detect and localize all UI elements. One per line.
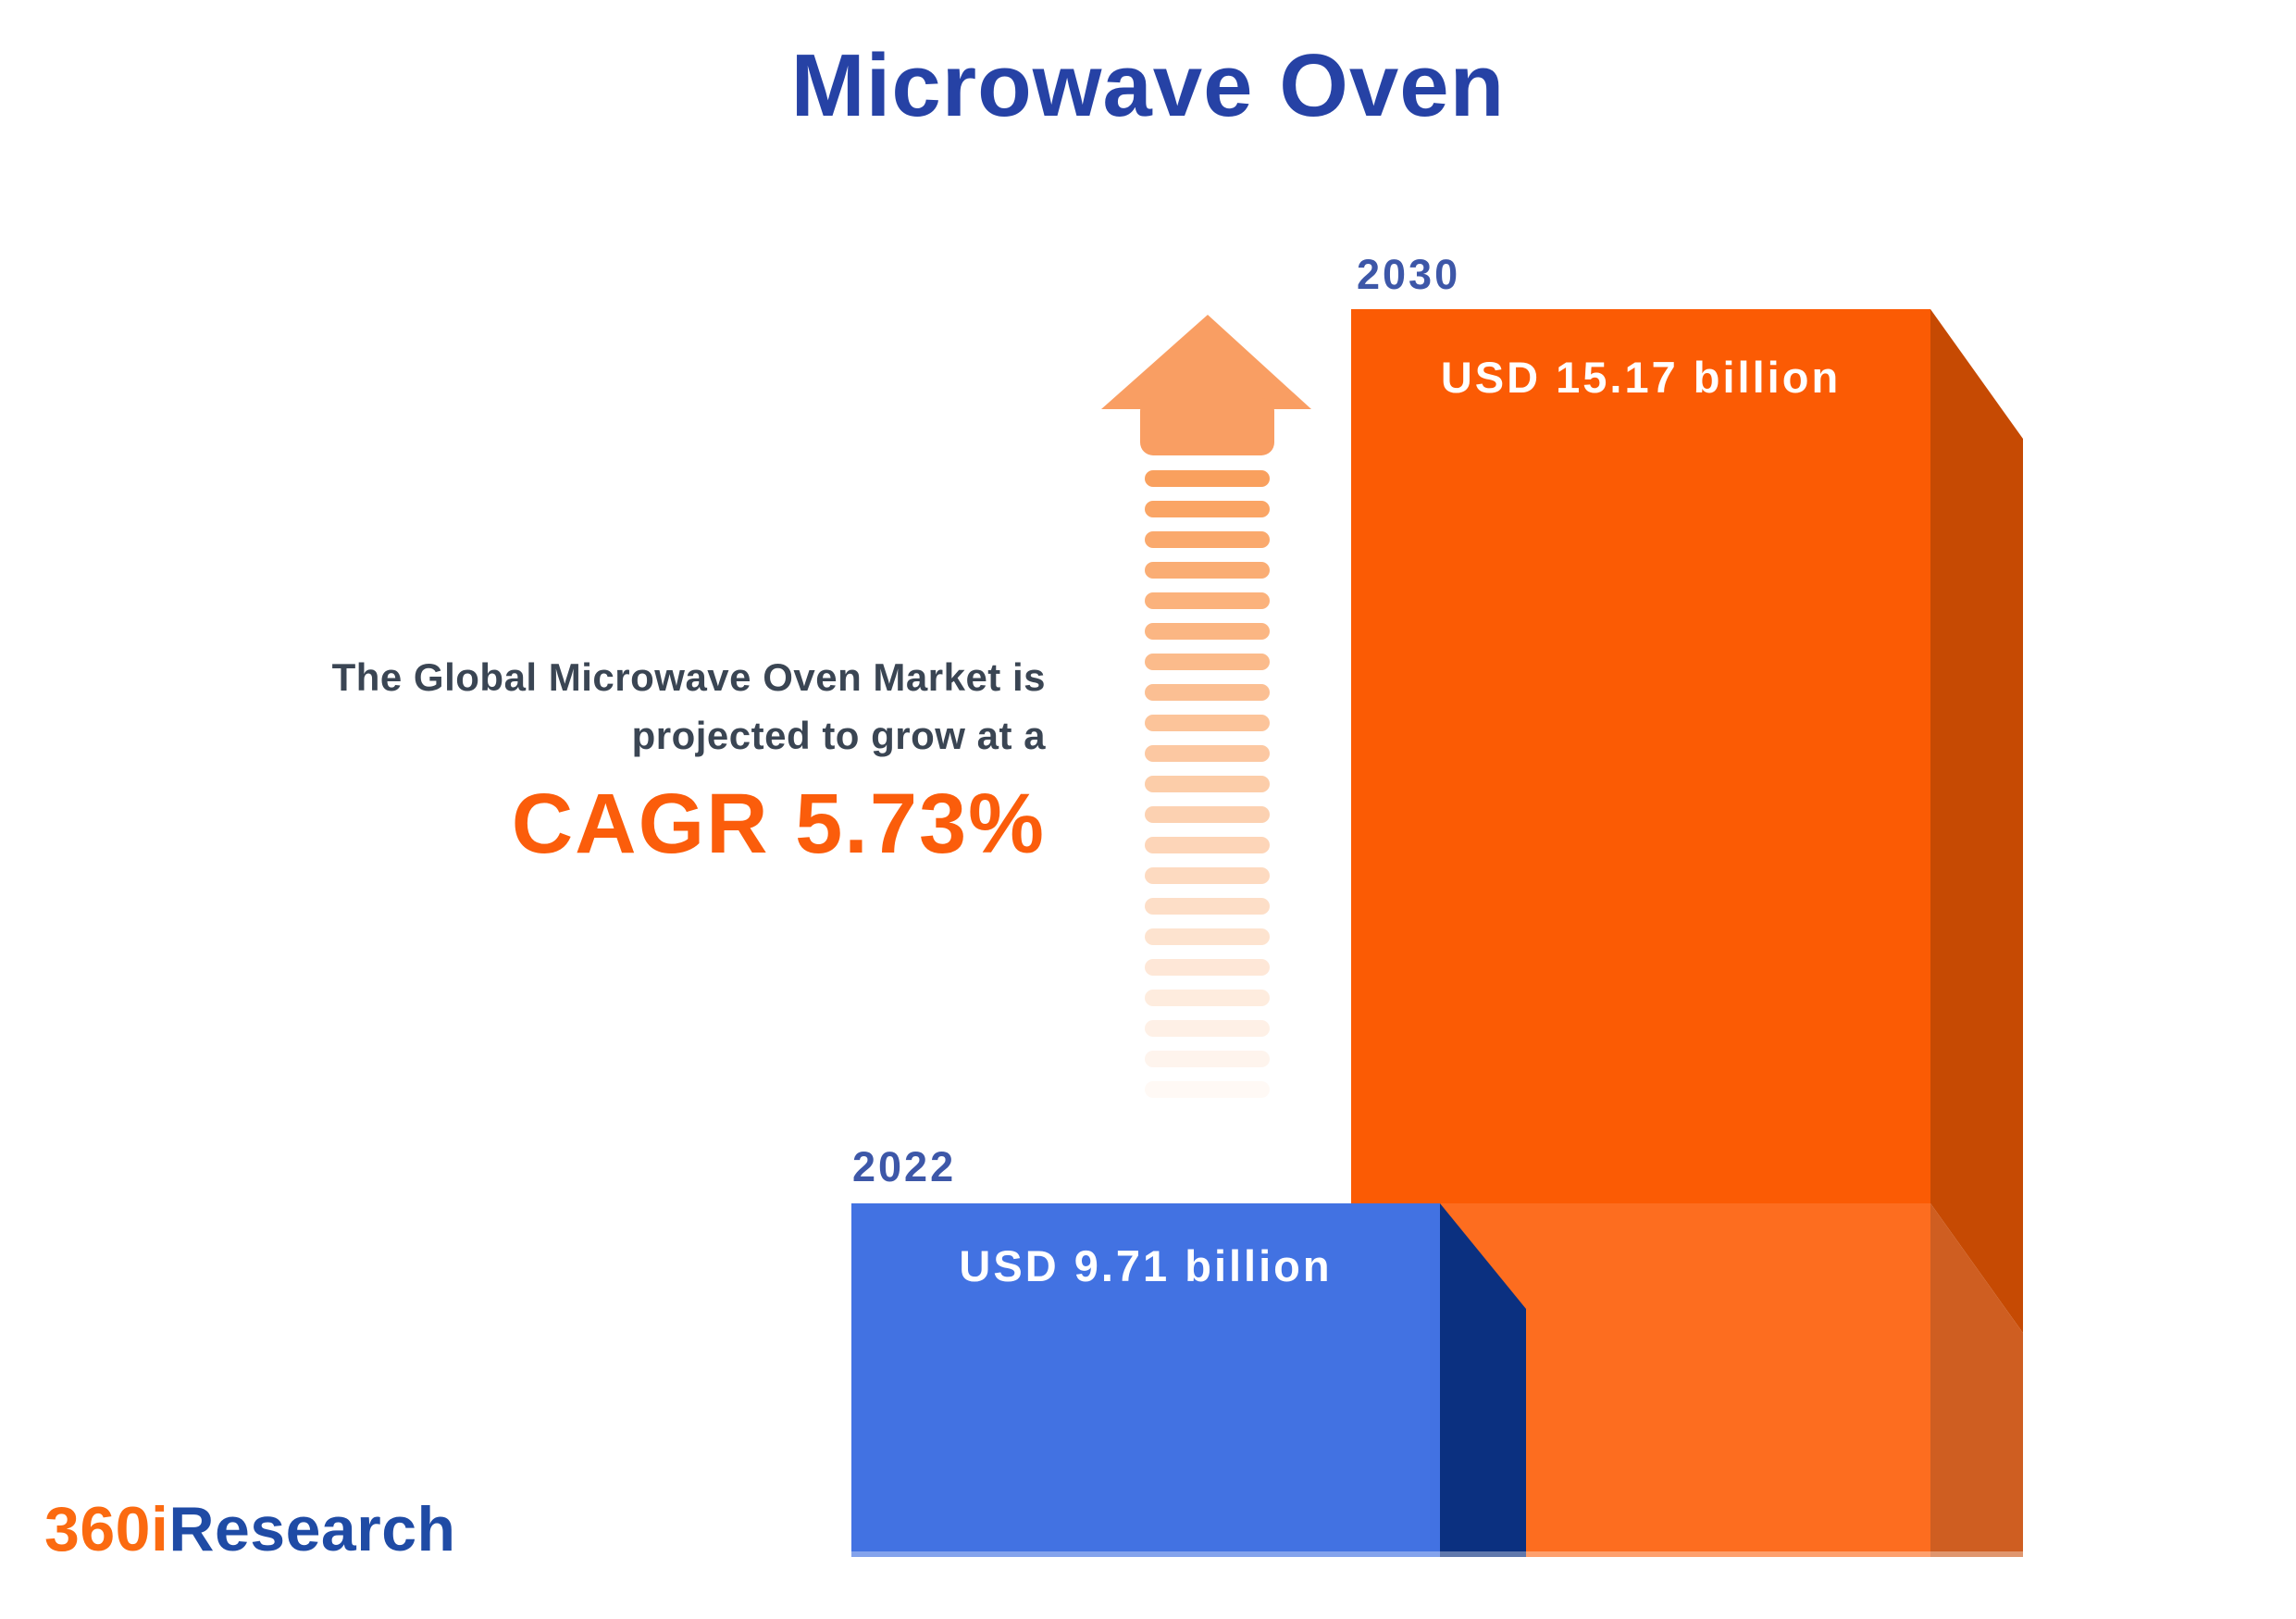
- arrow-dash: [1145, 592, 1270, 609]
- brand-logo-research: Research: [168, 1494, 456, 1564]
- arrow-dash: [1145, 1081, 1270, 1098]
- brand-logo-360i: 360i: [44, 1494, 169, 1564]
- arrow-dash: [1145, 959, 1270, 976]
- bar-2030-side-upper: [1930, 309, 2023, 1333]
- cagr-value: CAGR 5.73%: [511, 777, 1046, 871]
- arrow-head-icon: [1101, 315, 1311, 409]
- arrow-dash: [1145, 715, 1270, 731]
- arrow-dash: [1145, 531, 1270, 548]
- arrow-dash: [1145, 1051, 1270, 1067]
- arrow-dash: [1145, 623, 1270, 640]
- arrow-dash: [1145, 928, 1270, 945]
- bar-2022-front: [851, 1203, 1440, 1557]
- bar-2022: [851, 1203, 1526, 1557]
- arrow-dash: [1145, 562, 1270, 579]
- bar-2030-value-label: USD 15.17 billion: [1440, 353, 1842, 402]
- arrow-dashes: [1145, 470, 1270, 1098]
- bar-2022-year-label: 2022: [852, 1143, 957, 1190]
- page-title: Microwave Oven: [790, 36, 1506, 135]
- growth-arrow: [1101, 315, 1311, 1098]
- arrow-dash: [1145, 990, 1270, 1006]
- brand-logo: 360iResearch: [44, 1498, 456, 1561]
- bar-2030-side-lower: [1930, 1203, 2023, 1557]
- arrow-neck: [1140, 398, 1274, 455]
- bar-2022-value-label: USD 9.71 billion: [959, 1241, 1333, 1290]
- arrow-dash: [1145, 745, 1270, 762]
- arrow-dash: [1145, 898, 1270, 915]
- arrow-dash: [1145, 684, 1270, 701]
- annotation-line-1: The Global Microwave Oven Market is: [331, 655, 1046, 699]
- bar-2030-front-upper: [1351, 309, 1930, 1203]
- arrow-dash: [1145, 806, 1270, 823]
- bars-bottom-highlight: [851, 1551, 2023, 1557]
- annotation-line-2: projected to grow at a: [631, 714, 1046, 757]
- arrow-dash: [1145, 867, 1270, 884]
- arrow-dash: [1145, 501, 1270, 517]
- arrow-dash: [1145, 654, 1270, 670]
- arrow-dash: [1145, 470, 1270, 487]
- arrow-dash: [1145, 1020, 1270, 1037]
- arrow-dash: [1145, 776, 1270, 792]
- bar-2022-side: [1440, 1203, 1526, 1557]
- bar-2030-year-label: 2030: [1357, 251, 1461, 298]
- growth-annotation: The Global Microwave Oven Market is proj…: [332, 648, 1046, 869]
- arrow-dash: [1145, 837, 1270, 853]
